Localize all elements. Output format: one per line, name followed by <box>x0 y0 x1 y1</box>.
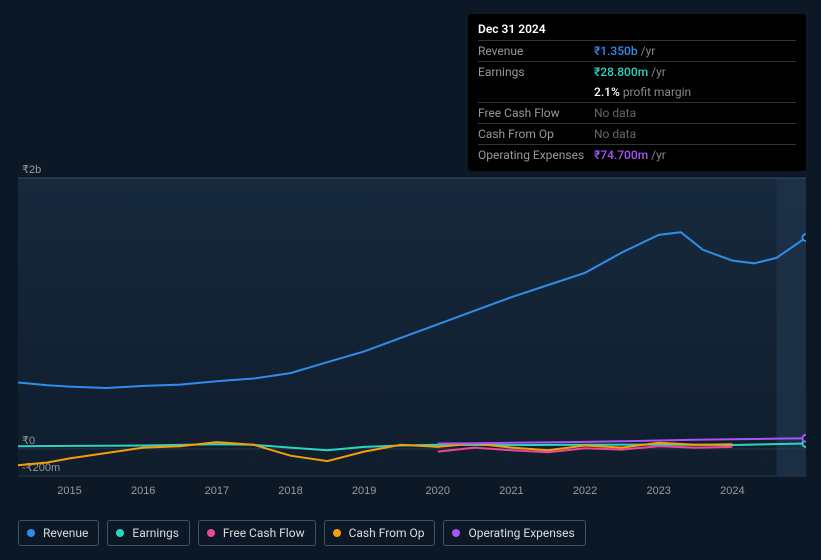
legend-item[interactable]: Cash From Op <box>324 520 436 546</box>
chart-svg: ₹2b₹0-₹200m20152016201720182019202020212… <box>18 160 806 516</box>
x-axis-label: 2023 <box>646 485 670 497</box>
y-axis-label: ₹0 <box>22 435 35 447</box>
legend-dot <box>27 529 35 537</box>
tooltip-label: Free Cash Flow <box>478 106 594 120</box>
y-axis-label: ₹2b <box>22 164 41 176</box>
legend-label: Earnings <box>132 526 179 540</box>
x-axis-label: 2015 <box>57 485 81 497</box>
tooltip-value: No data <box>594 127 796 141</box>
tooltip-value: No data <box>594 106 796 120</box>
x-axis-label: 2017 <box>205 485 229 497</box>
x-axis-label: 2024 <box>720 485 744 497</box>
tooltip-row: Revenue₹1.350b/yr <box>478 40 796 61</box>
x-axis-label: 2019 <box>352 485 376 497</box>
tooltip-label: Revenue <box>478 44 594 58</box>
legend-label: Revenue <box>43 526 88 540</box>
tooltip-value: ₹28.800m/yr <box>594 65 796 79</box>
tooltip-label: Cash From Op <box>478 127 594 141</box>
chart-legend: Revenue Earnings Free Cash Flow Cash From O… <box>18 520 586 546</box>
legend-item[interactable]: Earnings <box>107 520 190 546</box>
legend-item[interactable]: Revenue <box>18 520 99 546</box>
legend-label: Operating Expenses <box>468 526 574 540</box>
legend-dot <box>452 529 460 537</box>
legend-dot <box>207 529 215 537</box>
tooltip-secondary: 2.1%profit margin <box>478 82 796 102</box>
tooltip-value: ₹74.700m/yr <box>594 148 796 162</box>
x-axis-label: 2021 <box>499 485 523 497</box>
legend-item[interactable]: Operating Expenses <box>443 520 585 546</box>
chart-tooltip: Dec 31 2024 Revenue₹1.350b/yrEarnings₹28… <box>468 14 806 171</box>
tooltip-row: Operating Expenses₹74.700m/yr <box>478 144 796 165</box>
tooltip-date: Dec 31 2024 <box>478 22 796 40</box>
tooltip-rows: Revenue₹1.350b/yrEarnings₹28.800m/yr2.1%… <box>478 40 796 165</box>
tooltip-row: Free Cash FlowNo data <box>478 102 796 123</box>
x-axis-label: 2020 <box>426 485 450 497</box>
legend-dot <box>333 529 341 537</box>
x-axis-label: 2016 <box>131 485 155 497</box>
chart-area[interactable]: ₹2b₹0-₹200m20152016201720182019202020212… <box>18 160 806 516</box>
legend-label: Free Cash Flow <box>223 526 305 540</box>
x-axis-label: 2018 <box>278 485 302 497</box>
tooltip-row: Cash From OpNo data <box>478 123 796 144</box>
legend-dot <box>116 529 124 537</box>
tooltip-label: Operating Expenses <box>478 148 594 162</box>
tooltip-label: Earnings <box>478 65 594 79</box>
tooltip-row: Earnings₹28.800m/yr <box>478 61 796 82</box>
x-axis-label: 2022 <box>573 485 597 497</box>
legend-item[interactable]: Free Cash Flow <box>198 520 316 546</box>
legend-label: Cash From Op <box>349 526 425 540</box>
tooltip-value: ₹1.350b/yr <box>594 44 796 58</box>
